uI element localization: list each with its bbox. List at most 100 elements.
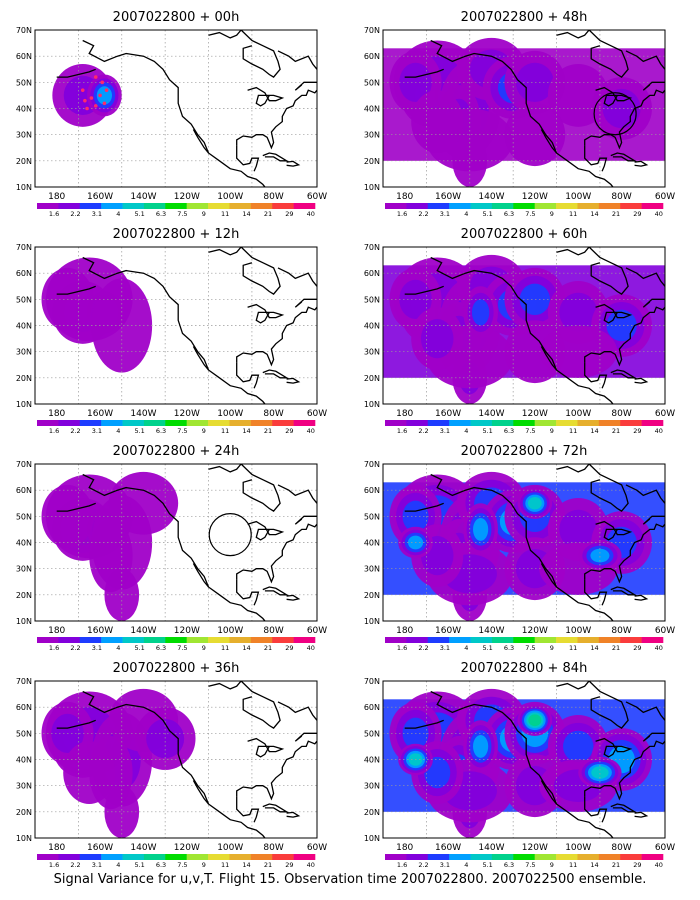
x-tick-label: 180 [396, 409, 413, 419]
colorbar-label: 29 [633, 861, 641, 869]
coastline [262, 586, 289, 596]
coastline [236, 89, 317, 150]
colorbar-swatch [79, 854, 102, 860]
colorbar-label: 5.1 [482, 861, 492, 869]
x-tick-label: 180 [48, 843, 65, 853]
colorbar-swatch [37, 637, 59, 643]
x-tick-label: 160W [87, 409, 113, 419]
y-tick-label: 40N [364, 322, 380, 331]
x-tick-label: 160W [87, 626, 113, 636]
y-tick-label: 20N [16, 374, 32, 383]
colorbar-swatch [101, 854, 123, 860]
y-tick-label: 70N [364, 26, 380, 35]
coastline [584, 89, 665, 150]
coastline [584, 740, 665, 801]
colorbar-swatch [250, 420, 273, 426]
y-tick-label: 50N [364, 729, 380, 738]
colorbar-swatch [491, 637, 514, 643]
colorbar-swatch [491, 854, 514, 860]
coastline [236, 145, 260, 172]
colorbar-label: 4 [464, 427, 468, 435]
y-tick-label: 60N [364, 486, 380, 495]
coastline [625, 50, 665, 91]
colorbar-swatch [470, 854, 493, 860]
x-tick-label: 80W [611, 626, 631, 636]
variance-contour [471, 299, 490, 326]
panel-title: 2007022800 + 60h [461, 227, 588, 242]
colorbar-swatch [208, 203, 230, 209]
map-panel: 2007022800 + 24h 10N 20N 30N 40N 50N 60N 70N 180… [16, 444, 327, 652]
y-tick-label: 40N [16, 105, 32, 114]
colorbar-swatch [641, 854, 664, 860]
panel-frame [34, 246, 318, 405]
y-tick-label: 10N [364, 400, 380, 409]
coastline [540, 563, 558, 588]
panel-frame [382, 680, 666, 839]
observation-dot [80, 88, 85, 92]
colorbar-label: 21 [264, 644, 272, 652]
colorbar-swatch [449, 854, 471, 860]
colorbar-swatch [620, 420, 642, 426]
coastline [588, 681, 629, 729]
variance-contour [590, 548, 610, 563]
colorbar-swatch [406, 637, 429, 643]
observation-dot [89, 96, 94, 100]
y-tick-label: 40N [16, 539, 32, 548]
variance-field [383, 464, 665, 621]
colorbar-swatch [513, 420, 535, 426]
colorbar-swatch [556, 854, 578, 860]
y-tick-label: 50N [16, 78, 32, 87]
colorbar-label: 29 [285, 861, 293, 869]
colorbar-label: 9 [202, 861, 206, 869]
colorbar-label: 14 [590, 644, 598, 652]
map-panel: 2007022800 + 72h 10N 20N 30N 40N 50N 60N 70N 180… [364, 444, 675, 652]
x-tick-label: 60W [307, 409, 327, 419]
coastline [588, 30, 629, 78]
coastline [247, 303, 285, 324]
x-tick-label: 100W [217, 843, 243, 853]
x-tick-label: 140W [478, 409, 504, 419]
observation-dot [83, 98, 87, 103]
colorbar-swatch [79, 637, 102, 643]
y-tick-label: 20N [16, 157, 32, 166]
colorbar-swatch [470, 637, 493, 643]
colorbar-swatch [470, 203, 493, 209]
colorbar-label: 21 [264, 861, 272, 869]
x-tick-label: 140W [130, 192, 156, 202]
colorbar-swatch [470, 420, 493, 426]
coastline [236, 740, 317, 801]
colorbar-label: 21 [264, 210, 272, 218]
colorbar-swatch [143, 854, 166, 860]
colorbar-label: 5.1 [134, 210, 144, 218]
y-tick-label: 30N [16, 782, 32, 791]
x-tick-label: 160W [435, 843, 461, 853]
colorbar-swatch [229, 203, 252, 209]
colorbar-swatch [272, 203, 294, 209]
x-tick-label: 140W [478, 843, 504, 853]
x-tick-label: 160W [435, 626, 461, 636]
coastline [82, 256, 266, 404]
colorbar-label: 4 [116, 427, 120, 435]
coastline [404, 502, 444, 512]
variance-contour [104, 568, 140, 621]
colorbar-swatch [122, 854, 145, 860]
coastline [208, 247, 242, 256]
colorbar-swatch [577, 203, 600, 209]
colorbar-swatch [165, 203, 187, 209]
x-tick-label: 60W [655, 192, 675, 202]
colorbar-swatch [58, 854, 81, 860]
colorbar-label: 9 [550, 644, 554, 652]
y-tick-label: 60N [364, 52, 380, 61]
colorbar-swatch [58, 637, 81, 643]
colorbar-swatch [293, 420, 316, 426]
variance-field [383, 681, 665, 838]
colorbar-label: 29 [285, 427, 293, 435]
colorbar-label: 21 [264, 427, 272, 435]
coastline [277, 50, 317, 91]
colorbar-label: 29 [633, 427, 641, 435]
colorbar-label: 3.1 [92, 644, 102, 652]
y-tick-label: 10N [16, 183, 32, 192]
panel-frame [34, 29, 318, 188]
colorbar-label: 4 [116, 644, 120, 652]
